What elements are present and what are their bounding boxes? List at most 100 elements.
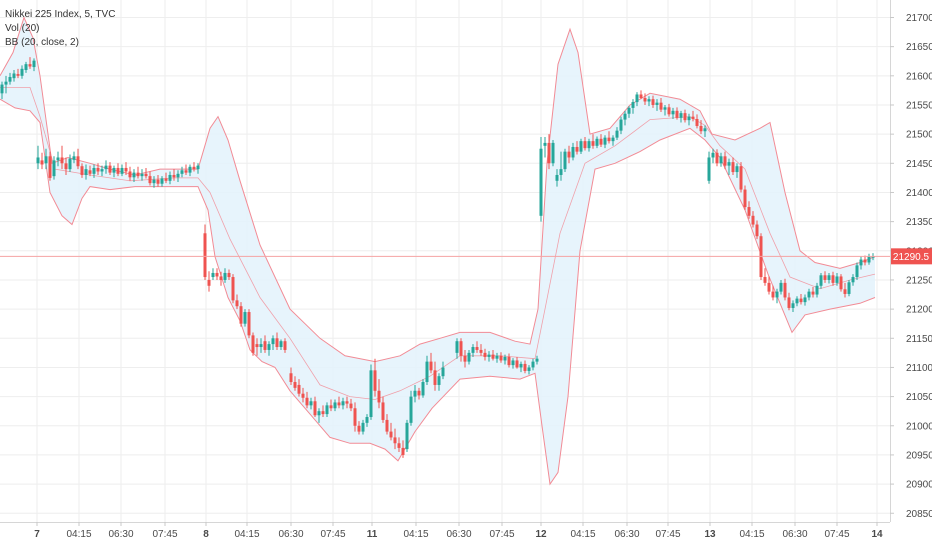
candle-body bbox=[279, 341, 283, 348]
candle-body bbox=[385, 419, 389, 432]
price-axis[interactable]: 20850.0 20900.0 20950.0 21000.0 21050.0 21100… bbox=[890, 13, 932, 520]
candle-body bbox=[421, 382, 425, 396]
candle-body bbox=[479, 349, 483, 353]
candle-body bbox=[425, 361, 429, 383]
candle-body bbox=[599, 138, 603, 145]
candle-body bbox=[807, 291, 811, 298]
x-tick-label: 11 bbox=[367, 529, 378, 540]
candle-body bbox=[531, 361, 535, 368]
candle-body bbox=[301, 393, 305, 398]
candle-body bbox=[503, 356, 507, 361]
candle-body bbox=[92, 167, 96, 174]
symbol-legend[interactable]: Nikkei 225 Index, 5, TVC bbox=[5, 9, 116, 20]
candle-body bbox=[104, 165, 108, 170]
band-fill bbox=[0, 17, 875, 485]
candle-body bbox=[539, 148, 543, 216]
x-tick-label: 07:45 bbox=[655, 529, 680, 540]
candle-body bbox=[108, 165, 112, 173]
candle-body bbox=[56, 157, 60, 161]
candle-body bbox=[827, 275, 831, 280]
candle-body bbox=[811, 291, 815, 295]
candle-body bbox=[140, 173, 144, 177]
candle-body bbox=[211, 272, 215, 278]
candle-body bbox=[779, 282, 783, 292]
candle-body bbox=[475, 347, 479, 350]
x-tick-label: 06:30 bbox=[278, 529, 303, 540]
candle-body bbox=[463, 355, 467, 362]
y-tick-label: 21450.0 bbox=[906, 159, 932, 170]
candle-body bbox=[867, 256, 871, 263]
candle-body bbox=[40, 160, 44, 165]
candle-body bbox=[325, 405, 329, 415]
candle-body bbox=[687, 116, 691, 121]
candle-body bbox=[683, 113, 687, 121]
candle-body bbox=[699, 125, 703, 132]
chart-legend: Nikkei 225 Index, 5, TVC Vol (20) BB (20… bbox=[5, 8, 115, 50]
candle-body bbox=[267, 344, 271, 350]
bollinger-legend[interactable]: BB (20, close, 2) bbox=[5, 37, 79, 48]
candle-body bbox=[795, 298, 799, 304]
last-price-label: 21290.5 bbox=[893, 252, 930, 263]
candle-body bbox=[755, 224, 759, 237]
candle-body bbox=[243, 312, 247, 324]
x-tick-label: 07:45 bbox=[489, 529, 514, 540]
x-tick-label: 06:30 bbox=[108, 529, 133, 540]
candle-body bbox=[543, 142, 547, 146]
x-tick-label: 04:15 bbox=[66, 529, 91, 540]
candle-body bbox=[321, 411, 325, 415]
candle-body bbox=[619, 119, 623, 131]
candle-body bbox=[731, 162, 735, 173]
candle-body bbox=[747, 207, 751, 216]
candle-body bbox=[180, 170, 184, 174]
y-tick-label: 21350.0 bbox=[906, 217, 932, 228]
candle-body bbox=[60, 157, 64, 164]
candle-body bbox=[523, 363, 527, 371]
candle-body bbox=[433, 370, 437, 385]
candle-body bbox=[4, 81, 8, 85]
candle-body bbox=[835, 276, 839, 283]
volume-legend[interactable]: Vol (20) bbox=[5, 23, 40, 34]
x-tick-label: 07:45 bbox=[320, 529, 345, 540]
candle-body bbox=[259, 344, 263, 348]
candle-body bbox=[615, 130, 619, 138]
candle-body bbox=[595, 138, 599, 146]
candle-body bbox=[471, 347, 475, 353]
candle-body bbox=[441, 367, 445, 377]
candle-body bbox=[88, 170, 92, 174]
candle-body bbox=[607, 137, 611, 142]
candle-body bbox=[293, 382, 297, 388]
candle-body bbox=[20, 68, 24, 76]
y-tick-label: 21600.0 bbox=[906, 71, 932, 82]
candle-body bbox=[8, 76, 12, 82]
candle-body bbox=[723, 156, 727, 166]
candle-body bbox=[361, 422, 365, 432]
candle-body bbox=[847, 282, 851, 294]
y-tick-label: 21400.0 bbox=[906, 188, 932, 199]
candle-body bbox=[369, 370, 373, 418]
candle-body bbox=[483, 352, 487, 357]
candle-body bbox=[203, 233, 207, 278]
candle-body bbox=[305, 397, 309, 406]
y-tick-label: 21650.0 bbox=[906, 42, 932, 53]
candle-body bbox=[333, 402, 337, 409]
candle-body bbox=[567, 151, 571, 158]
time-axis[interactable]: 7 04:15 06:30 07:45 8 04:15 06:30 07:45 11 04:15 0… bbox=[34, 522, 883, 540]
candle-body bbox=[635, 94, 639, 103]
candle-body bbox=[48, 156, 52, 178]
candle-body bbox=[487, 354, 491, 357]
candle-body bbox=[156, 179, 160, 184]
candle-body bbox=[397, 443, 401, 448]
candle-body bbox=[0, 84, 4, 94]
candle-body bbox=[499, 355, 503, 361]
candle-body bbox=[283, 341, 287, 350]
candle-body bbox=[695, 118, 699, 126]
candle-body bbox=[309, 401, 313, 406]
candle-body bbox=[405, 422, 409, 450]
x-tick-label: 14 bbox=[871, 529, 883, 540]
candle-body bbox=[591, 141, 595, 146]
candle-body bbox=[219, 276, 223, 280]
candle-body bbox=[231, 277, 235, 301]
candle-body bbox=[707, 157, 711, 181]
